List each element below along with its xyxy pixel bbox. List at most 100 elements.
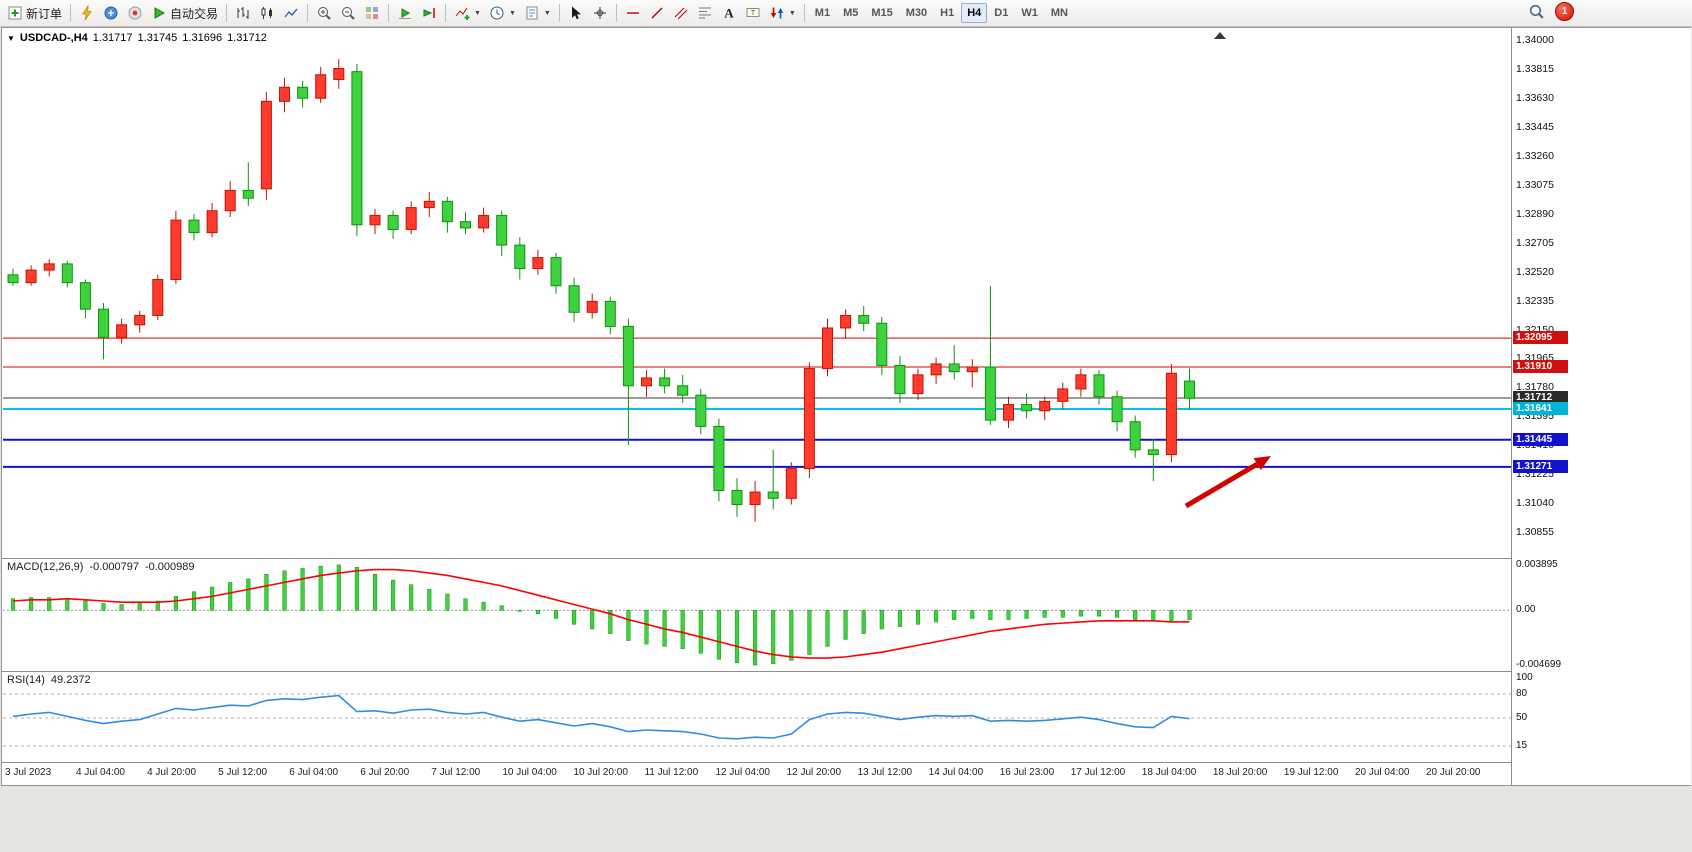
auto-scroll-button[interactable] — [393, 2, 417, 24]
templates-button[interactable]: ▼ — [520, 2, 555, 24]
svg-text:T: T — [751, 10, 756, 17]
horizontal-line-tool-button[interactable] — [621, 2, 645, 24]
candle — [604, 300, 616, 327]
zoom-out-button[interactable] — [336, 2, 360, 24]
terminal-button[interactable] — [99, 2, 123, 24]
trend-arrow-annotation[interactable] — [1184, 461, 1259, 509]
candle — [116, 324, 128, 338]
price-badge-1.32095: 1.32095 — [1513, 331, 1568, 345]
timeframe-M5[interactable]: M5 — [837, 3, 864, 23]
new-order-button[interactable]: 新订单 — [3, 2, 66, 24]
timeframe-M30[interactable]: M30 — [900, 3, 933, 23]
price-chart[interactable] — [3, 29, 1511, 558]
macd-bar — [499, 605, 504, 611]
chart-shift-button[interactable] — [417, 2, 441, 24]
arrows-tool-button[interactable]: ▼ — [765, 2, 800, 24]
channel-tool-button[interactable] — [669, 2, 693, 24]
one-click-trading-toggle-icon[interactable]: ▼ — [7, 33, 15, 43]
time-label: 17 Jul 12:00 — [1070, 767, 1126, 778]
candle — [43, 263, 55, 271]
panel-separator[interactable] — [2, 671, 1690, 672]
time-label: 3 Jul 2023 — [5, 767, 52, 778]
macd-bar — [481, 601, 486, 611]
rsi-line — [12, 694, 1190, 740]
timeframe-H1[interactable]: H1 — [934, 3, 960, 23]
macd-bar — [463, 598, 468, 611]
price-tick: 1.32705 — [1516, 236, 1554, 249]
macd-bar — [698, 610, 703, 654]
macd-bar — [29, 597, 34, 611]
text-icon: A — [724, 6, 734, 21]
bar-chart-mode-button[interactable] — [231, 2, 255, 24]
candle — [1003, 404, 1014, 421]
trendline-tool-button[interactable] — [645, 2, 669, 24]
new-order-icon — [8, 6, 22, 20]
fibonacci-tool-button[interactable] — [693, 2, 717, 24]
metaeditor-button[interactable] — [75, 2, 99, 24]
panel-separator[interactable] — [2, 558, 1690, 559]
timeframe-H4[interactable]: H4 — [961, 3, 988, 23]
price-badge-1.31445: 1.31445 — [1513, 432, 1568, 446]
candle — [514, 244, 526, 270]
toolbar-separator — [615, 4, 617, 22]
rsi-panel[interactable] — [3, 672, 1511, 762]
macd-bar — [282, 570, 287, 611]
candlestick-mode-button[interactable] — [255, 2, 279, 24]
ohlc-high: 1.31745 — [137, 32, 178, 44]
macd-bar — [1169, 610, 1174, 622]
notification-badge[interactable]: 1 — [1555, 2, 1574, 21]
cursor-tool-button[interactable] — [564, 2, 588, 24]
line-chart-mode-button[interactable] — [279, 2, 303, 24]
timeframe-D1[interactable]: D1 — [988, 3, 1014, 23]
search-icon[interactable] — [1528, 3, 1545, 20]
candle — [622, 325, 634, 387]
macd-bar — [1042, 610, 1047, 618]
macd-bar — [897, 610, 902, 627]
macd-bar — [644, 610, 649, 645]
macd-bar — [934, 610, 939, 623]
time-label: 18 Jul 20:00 — [1212, 767, 1268, 778]
trendline-icon — [651, 7, 663, 19]
timeframe-W1[interactable]: W1 — [1015, 3, 1044, 23]
candle — [333, 68, 345, 80]
candle — [966, 366, 978, 373]
candle — [822, 327, 833, 370]
macd-bar — [1006, 610, 1011, 620]
macd-bar — [427, 589, 432, 611]
price-badge-1.31271: 1.31271 — [1513, 459, 1568, 473]
time-label: 6 Jul 20:00 — [360, 767, 410, 778]
macd-panel[interactable] — [3, 559, 1511, 671]
zoom-in-button[interactable] — [312, 2, 336, 24]
timeframe-M1[interactable]: M1 — [809, 3, 836, 23]
candle — [441, 200, 453, 223]
rsi-axis-label: 80 — [1516, 688, 1528, 699]
candle — [695, 394, 707, 427]
timeframe-MN[interactable]: MN — [1045, 3, 1074, 23]
text-label-tool-button[interactable]: T — [741, 2, 765, 24]
time-label: 7 Jul 12:00 — [431, 767, 481, 778]
text-tool-button[interactable]: A — [717, 2, 741, 24]
chart-shift-marker-icon[interactable] — [1214, 32, 1226, 39]
autotrading-button[interactable]: 自动交易 — [147, 2, 222, 24]
price-axis[interactable]: 1.34000 1.33815 1.33630 1.33445 1.33260 1.330… — [1511, 28, 1691, 785]
periods-button[interactable]: ▼ — [485, 2, 520, 24]
candle — [98, 308, 109, 338]
timeframe-M15[interactable]: M15 — [865, 3, 898, 23]
text-label-icon: T — [746, 8, 760, 17]
price-tick: 1.33815 — [1516, 63, 1554, 76]
alerts-button[interactable] — [123, 2, 147, 24]
rsi-axis-label: 15 — [1516, 740, 1528, 751]
time-axis[interactable]: 3 Jul 2023 4 Jul 04:00 4 Jul 20:00 5 Jul 12… — [2, 763, 1510, 785]
price-tick: 1.32520 — [1516, 265, 1554, 278]
macd-bar — [843, 610, 848, 640]
crosshair-icon — [593, 7, 606, 19]
candle — [478, 214, 490, 229]
trend-arrow-head — [1253, 456, 1271, 471]
tile-windows-button[interactable] — [360, 2, 384, 24]
candle — [1147, 449, 1159, 456]
indicators-button[interactable]: ▼ — [450, 2, 485, 24]
ohlc-open: 1.31717 — [92, 32, 133, 44]
crosshair-tool-button[interactable] — [588, 2, 612, 24]
toolbar-separator — [445, 4, 447, 22]
toolbar-separator — [70, 4, 72, 22]
